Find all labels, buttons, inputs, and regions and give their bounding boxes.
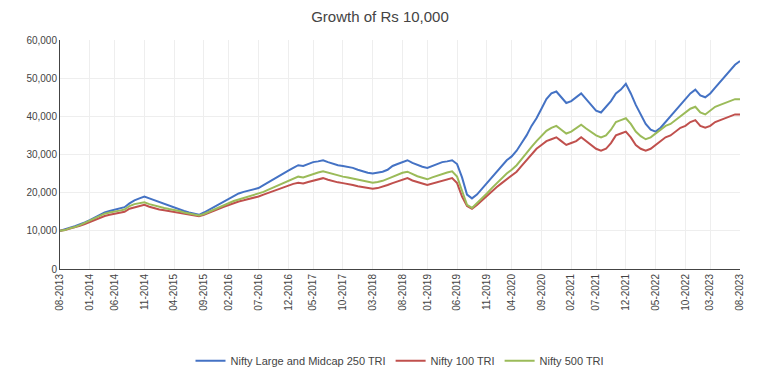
svg-text:20,000: 20,000	[26, 187, 57, 198]
svg-text:10-2022: 10-2022	[680, 274, 691, 311]
svg-text:10-2017: 10-2017	[337, 274, 348, 311]
svg-text:03-2018: 03-2018	[367, 274, 378, 311]
svg-text:01-2019: 01-2019	[422, 274, 433, 311]
svg-text:05-2022: 05-2022	[650, 274, 661, 311]
svg-text:02-2021: 02-2021	[565, 274, 576, 311]
svg-text:07-2021: 07-2021	[590, 274, 601, 311]
svg-text:12-2021: 12-2021	[620, 274, 631, 311]
svg-text:50,000: 50,000	[26, 73, 57, 84]
svg-text:Nifty 100 TRI: Nifty 100 TRI	[431, 355, 495, 367]
svg-text:12-2016: 12-2016	[283, 274, 294, 311]
svg-text:40,000: 40,000	[26, 111, 57, 122]
svg-text:02-2016: 02-2016	[223, 274, 234, 311]
svg-text:Nifty Large and Midcap 250 TRI: Nifty Large and Midcap 250 TRI	[231, 355, 386, 367]
svg-text:08-2018: 08-2018	[397, 274, 408, 311]
svg-text:11-2014: 11-2014	[139, 274, 150, 310]
svg-text:04-2020: 04-2020	[506, 274, 517, 311]
svg-text:11-2019: 11-2019	[481, 274, 492, 310]
svg-text:30,000: 30,000	[26, 149, 57, 160]
svg-text:05-2017: 05-2017	[307, 274, 318, 311]
svg-text:0: 0	[51, 264, 57, 275]
svg-text:06-2014: 06-2014	[109, 274, 120, 311]
svg-text:08-2023: 08-2023	[734, 274, 745, 311]
svg-text:Growth of Rs 10,000: Growth of Rs 10,000	[311, 8, 449, 25]
svg-text:06-2019: 06-2019	[451, 274, 462, 311]
svg-text:10,000: 10,000	[26, 225, 57, 236]
svg-text:03-2023: 03-2023	[704, 274, 715, 311]
svg-text:60,000: 60,000	[26, 35, 57, 46]
svg-text:04-2015: 04-2015	[168, 274, 179, 311]
svg-text:01-2014: 01-2014	[84, 274, 95, 311]
svg-text:07-2016: 07-2016	[253, 274, 264, 311]
svg-text:Nifty 500 TRI: Nifty 500 TRI	[540, 355, 604, 367]
svg-text:09-2015: 09-2015	[198, 274, 209, 311]
svg-text:09-2020: 09-2020	[536, 274, 547, 311]
svg-text:08-2013: 08-2013	[54, 274, 65, 311]
